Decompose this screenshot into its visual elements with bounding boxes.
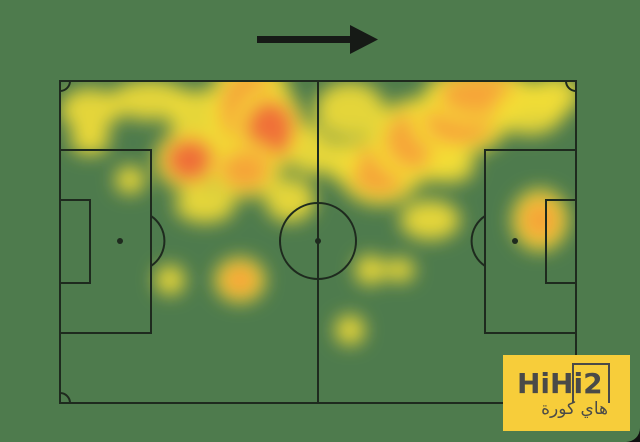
left-penalty-arc [150, 215, 166, 267]
heat-spot [520, 198, 560, 242]
heat-layer [60, 81, 576, 345]
pitch-lines [59, 80, 577, 404]
logo-frame [572, 363, 610, 403]
heat-spot [110, 81, 190, 120]
center-spot [315, 238, 321, 244]
left-six-yard-box [59, 199, 91, 284]
heat-spot [265, 178, 315, 222]
heat-spot [222, 264, 258, 296]
heat-spot [400, 200, 460, 240]
heat-spot [175, 187, 235, 223]
heat-spot [60, 88, 120, 132]
heat-spot [220, 150, 270, 190]
heat-spot [385, 258, 415, 282]
corner-arcs [59, 80, 577, 404]
direction-arrow-icon [257, 25, 378, 54]
heat-spot [425, 147, 475, 183]
right-penalty-spot [512, 238, 518, 244]
logo-arabic: هاي كورة [541, 399, 608, 419]
heat-spot [315, 82, 385, 138]
heat-spot [355, 255, 385, 285]
logo-brand: HiHi2 [517, 367, 603, 400]
heat-spot [155, 265, 185, 295]
left-penalty-spot [117, 238, 123, 244]
hihi2-logo: HiHi2 هاي كورة [503, 355, 630, 431]
right-penalty-arc [470, 215, 486, 267]
heat-spot [335, 315, 365, 345]
heat-spot [165, 138, 215, 182]
center-circle [279, 202, 357, 280]
heat-spot [530, 81, 576, 115]
heat-spot [115, 166, 145, 194]
heat-spot [290, 125, 330, 175]
heat-spot [70, 125, 110, 155]
right-six-yard-box [545, 199, 577, 284]
